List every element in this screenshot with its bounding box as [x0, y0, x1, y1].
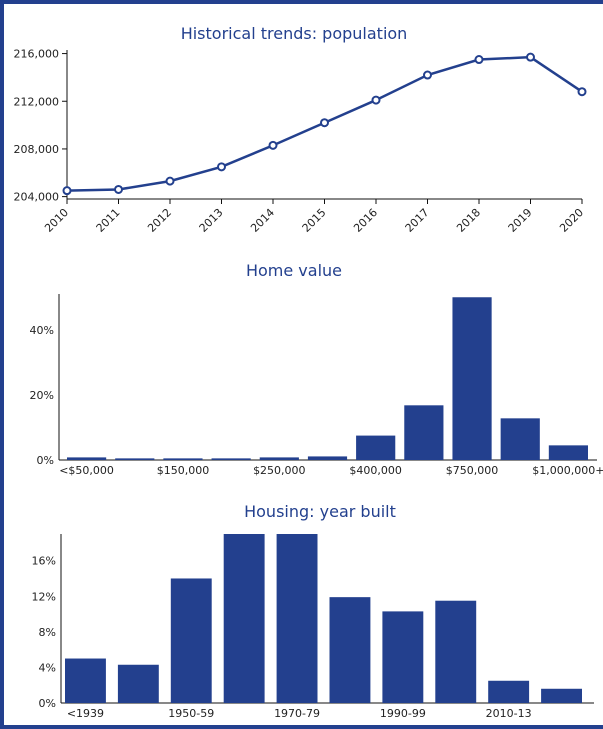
bar: [404, 405, 443, 460]
data-point: [64, 187, 71, 194]
bar: [308, 456, 347, 460]
bar: [501, 418, 540, 460]
y-tick-label: 40%: [30, 324, 54, 337]
y-tick-label: 16%: [32, 555, 56, 568]
x-tick-label: 1950-59: [168, 707, 214, 720]
bar: [452, 297, 491, 460]
x-tick-label: $1,000,000+: [532, 464, 603, 477]
x-tick-label: $750,000: [446, 464, 499, 477]
bar: [65, 659, 106, 703]
bar: [224, 534, 265, 703]
y-tick-label: 216,000: [14, 48, 60, 61]
bar: [488, 681, 529, 703]
bar: [171, 578, 212, 703]
data-point: [579, 88, 586, 95]
x-tick-label: 1970-79: [274, 707, 320, 720]
population-line-chart: Historical trends: population 204,000 208…: [4, 4, 603, 256]
bar: [330, 597, 371, 703]
y-tick-label: 8%: [39, 626, 56, 639]
data-point: [218, 163, 225, 170]
y-tick-label: 4%: [39, 661, 56, 674]
x-tick-label: <$50,000: [59, 464, 114, 477]
x-tick-label: 1990-99: [380, 707, 426, 720]
x-tick-label: 2014: [248, 206, 277, 235]
x-tick-label: 2012: [145, 206, 174, 235]
y-tick-label: 212,000: [14, 95, 60, 108]
bar: [163, 458, 202, 460]
bar: [277, 534, 318, 703]
bar: [356, 436, 395, 460]
x-tick-label: 2011: [94, 206, 123, 235]
home-value-bar-chart: Home value 0% 20% 40% <$50,000 $150,000 $250…: [4, 256, 603, 496]
y-tick-label: 204,000: [14, 191, 60, 204]
x-tick-label: $150,000: [157, 464, 210, 477]
x-tick-label: $400,000: [349, 464, 402, 477]
data-point: [270, 142, 277, 149]
data-point: [373, 97, 380, 104]
y-tick-label: 208,000: [14, 143, 60, 156]
x-tick-label: 2017: [403, 206, 432, 235]
x-tick-label: 2015: [300, 206, 329, 235]
x-tick-label: 2016: [351, 206, 380, 235]
x-tick-label: 2010: [42, 206, 71, 235]
chart-title: Historical trends: population: [181, 24, 408, 43]
y-tick-label: 12%: [32, 590, 56, 603]
data-point: [115, 186, 122, 193]
bar: [382, 611, 423, 703]
bar: [541, 689, 582, 703]
x-tick-label: 2020: [557, 206, 586, 235]
data-point: [424, 72, 431, 79]
bar: [118, 665, 159, 703]
bar: [115, 458, 154, 460]
bar: [67, 457, 106, 460]
chart-title: Housing: year built: [244, 502, 396, 521]
bar: [549, 445, 588, 460]
x-tick-label: 2013: [197, 206, 226, 235]
x-tick-label: 2018: [454, 206, 483, 235]
x-tick-label: $250,000: [253, 464, 306, 477]
bar: [212, 458, 251, 460]
year-built-bar-chart: Housing: year built 0% 4% 8% 12% 16% <1939 19…: [4, 496, 603, 725]
data-point: [476, 56, 483, 63]
bar: [435, 601, 476, 703]
y-tick-label: 0%: [37, 454, 54, 467]
y-tick-label: 20%: [30, 389, 54, 402]
bar: [260, 457, 299, 460]
data-point: [167, 178, 174, 185]
charts-panel: Historical trends: population 204,000 208…: [4, 4, 603, 725]
chart-title: Home value: [246, 261, 342, 280]
data-point: [321, 119, 328, 126]
x-tick-label: <1939: [67, 707, 104, 720]
x-tick-label: 2010-13: [486, 707, 532, 720]
data-point: [527, 54, 534, 61]
y-tick-label: 0%: [39, 697, 56, 710]
x-tick-label: 2019: [506, 206, 535, 235]
